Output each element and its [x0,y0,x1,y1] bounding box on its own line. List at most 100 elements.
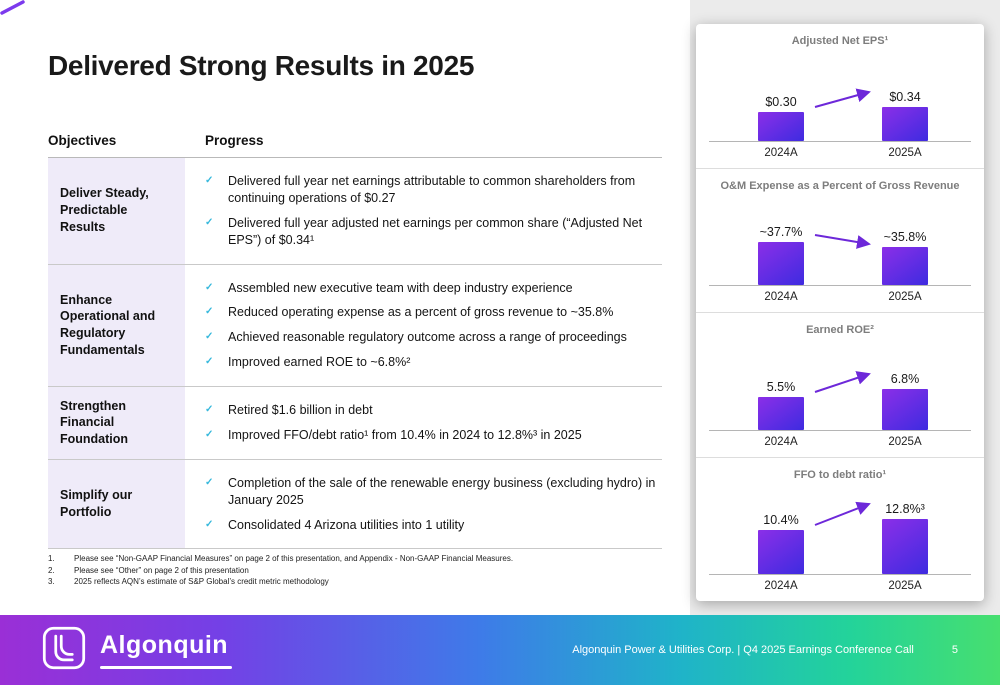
chart-bar [758,396,804,430]
progress-item-text: Improved earned ROE to ~6.8%² [228,355,411,370]
objective-cell: Simplify our Portfolio [48,459,185,549]
footnote: 3. 2025 reflects AQN’s estimate of S&P Gl… [48,576,648,588]
page-number: 5 [951,644,958,656]
progress-item: ✓ Achieved reasonable regulatory outcome … [205,329,662,346]
bar-value-label: $0.34 [889,89,921,104]
table-row: Simplify our Portfolio ✓ Completion of the… [48,459,662,550]
chart-bar [758,111,804,141]
progress-item-text: Retired $1.6 billion in debt [228,403,373,417]
bar-value-label: 5.5% [766,379,796,394]
table-header-row: Objectives Progress [48,133,662,158]
chart-category-axis: 2024A 2025A [709,142,971,162]
footnotes: 1. Please see “Non-GAAP Financial Measure… [48,553,648,588]
check-icon: ✓ [205,356,214,368]
progress-cell: ✓ Assembled new executive team with deep … [185,265,662,387]
category-label: 2024A [764,435,798,448]
progress-item: ✓ Delivered full year adjusted net earnin… [205,215,662,249]
bar-value-label: $0.30 [765,94,797,109]
footnote-number: 1. [48,554,55,563]
category-label: 2025A [888,580,922,592]
progress-header: Progress [205,133,264,148]
chart-plot: $0.30 $0.34 [709,51,971,142]
bar-value-label: 10.4% [763,513,799,527]
trend-arrow-icon [709,484,971,574]
charts-card: Adjusted Net EPS¹ $0.30 $0.34 2024A 2025A O&M… [696,24,984,601]
category-label: 2024A [764,580,798,592]
bar-value-label: 12.8%³ [885,502,925,516]
progress-item: ✓ Reduced operating expense as a percent … [205,304,662,321]
footer-bar: Algonquin Algonquin Power & Utilities Co… [0,615,1000,685]
chart-bar [882,388,928,430]
footer-caption: Algonquin Power & Utilities Corp. | Q4 2… [572,644,914,656]
logo-underline [100,666,232,669]
check-icon: ✓ [205,428,214,440]
chart-plot: 10.4% 12.8%³ [709,484,971,575]
table-row: Strengthen Financial Foundation ✓ Retired … [48,387,662,460]
chart-bar [882,106,928,141]
progress-item-text: Reduced operating expense as a percent o… [228,305,614,320]
objective-cell: Enhance Operational and Regulatory Funda… [48,264,185,386]
objectives-header: Objectives [48,133,117,148]
chart-title: Earned ROE² [806,324,874,336]
charts-region: Adjusted Net EPS¹ $0.30 $0.34 2024A 2025A O&M… [690,0,1000,615]
progress-cell: ✓ Retired $1.6 billion in debt ✓ Improved F… [185,387,662,459]
category-label: 2024A [764,146,798,159]
algonquin-logo-icon [42,626,86,675]
footer-right: Algonquin Power & Utilities Corp. | Q4 2… [572,644,958,656]
progress-item-text: Completion of the sale of the renewable … [228,475,656,507]
check-icon: ✓ [205,476,214,488]
footnote: 2. Please see “Other” on page 2 of this p… [48,565,648,577]
footnote-number: 2. [48,565,55,575]
check-icon: ✓ [205,306,214,318]
progress-cell: ✓ Completion of the sale of the renewable… [185,460,662,549]
results-table: Objectives Progress Deliver Steady, Pred… [48,133,662,550]
mini-bar-chart: O&M Expense as a Percent of Gross Revenu… [696,169,984,313]
category-label: 2025A [888,435,922,448]
check-icon: ✓ [205,281,214,293]
algonquin-logo: Algonquin [42,626,232,675]
objective-cell: Strengthen Financial Foundation [48,387,185,459]
chart-title: O&M Expense as a Percent of Gross Revenu… [720,179,960,192]
footnote-number: 3. [48,577,55,587]
progress-item-text: Consolidated 4 Arizona utilities into 1 … [228,517,465,532]
progress-item: ✓ Retired $1.6 billion in debt [205,402,662,419]
page-title: Delivered Strong Results in 2025 [48,50,475,81]
progress-cell: ✓ Delivered full year net earnings attrib… [185,158,662,264]
check-icon: ✓ [205,331,214,343]
chart-category-axis: 2024A 2025A [709,431,971,451]
chart-category-axis: 2024A 2025A [709,575,971,595]
chart-plot: 5.5% 6.8% [709,340,971,431]
mini-bar-chart: FFO to debt ratio¹ 10.4% 12.8%³ 2024A 2025A [696,458,984,602]
check-icon: ✓ [205,404,214,415]
check-icon: ✓ [205,216,214,228]
chart-bar [758,530,804,574]
progress-item: ✓ Delivered full year net earnings attrib… [205,173,662,207]
chart-title: FFO to debt ratio¹ [793,468,887,481]
check-icon: ✓ [205,518,214,530]
mini-bar-chart: Earned ROE² 5.5% 6.8% 2024A 2025A [696,313,984,458]
logo-wordmark: Algonquin [100,631,229,660]
progress-item-text: Delivered full year adjusted net earning… [228,215,643,247]
progress-item: ✓ Assembled new executive team with deep … [205,280,662,297]
category-label: 2024A [764,291,798,303]
objective-cell: Deliver Steady, Predictable Results [48,158,185,264]
footnote: 1. Please see “Non-GAAP Financial Measure… [48,553,648,565]
bar-value-label: 6.8% [890,371,920,386]
corner-accent-icon [0,0,26,21]
mini-bar-chart: Adjusted Net EPS¹ $0.30 $0.34 2024A 2025A [696,24,984,169]
progress-item-text: Improved FFO/debt ratio¹ from 10.4% in 2… [228,427,582,442]
footnote-text: Please see “Other” on page 2 of this pre… [74,565,249,575]
chart-plot: ~37.7% ~35.8% [709,195,971,286]
progress-item: ✓ Improved earned ROE to ~6.8%² [205,354,662,371]
chart-bar [882,247,928,285]
category-label: 2025A [888,146,922,159]
chart-bar [882,519,928,574]
chart-title: Adjusted Net EPS¹ [791,35,889,47]
table-row: Enhance Operational and Regulatory Funda… [48,264,662,387]
bar-value-label: ~37.7% [759,225,803,239]
progress-item: ✓ Completion of the sale of the renewable… [205,475,662,509]
slide-main-area: Delivered Strong Results in 2025 Objecti… [0,0,662,588]
chart-bar [758,242,804,285]
progress-item-text: Delivered full year net earnings attribu… [228,174,636,205]
chart-category-axis: 2024A 2025A [709,286,971,306]
